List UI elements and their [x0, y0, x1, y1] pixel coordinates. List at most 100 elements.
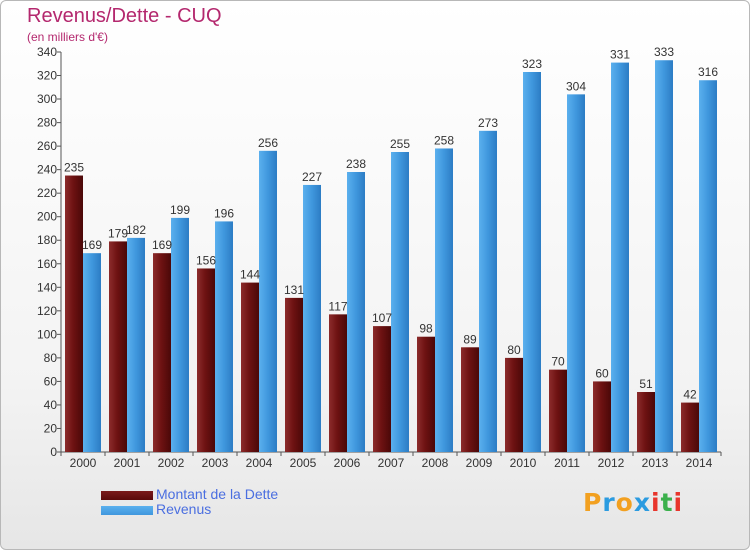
x-tick-label: 2008	[422, 456, 449, 470]
legend-label-revenus: Revenus	[156, 501, 212, 517]
data-label: 117	[328, 299, 347, 313]
data-label: 238	[346, 157, 366, 171]
y-tick-label: 120	[37, 304, 57, 318]
y-tick-label: 240	[37, 163, 57, 177]
y-tick-label: 340	[37, 45, 57, 59]
bar-revenus	[127, 237, 145, 452]
bar-dette	[461, 347, 479, 452]
bar-revenus	[303, 184, 321, 453]
x-tick-label: 2005	[290, 456, 317, 470]
x-tick-label: 2012	[598, 456, 625, 470]
data-label: 227	[302, 170, 322, 184]
data-label: 331	[610, 48, 630, 62]
data-label: 98	[419, 322, 433, 336]
data-label: 169	[152, 238, 172, 252]
bar-revenus	[259, 150, 277, 452]
data-label: 156	[196, 253, 216, 267]
x-tick-label: 2000	[70, 456, 97, 470]
y-tick-label: 20	[44, 421, 58, 435]
y-tick-label: 40	[44, 398, 58, 412]
data-label: 144	[240, 268, 260, 282]
bar-revenus	[215, 221, 233, 452]
data-label: 273	[478, 116, 498, 130]
bar-dette	[65, 175, 83, 452]
x-tick-label: 2010	[510, 456, 537, 470]
bar-revenus	[611, 62, 629, 453]
data-label: 70	[551, 355, 565, 369]
bar-dette	[549, 369, 567, 452]
y-tick-label: 260	[37, 139, 57, 153]
y-tick-label: 100	[37, 327, 57, 341]
logo-letter: x	[633, 488, 651, 517]
data-label: 323	[522, 57, 542, 71]
bar-revenus	[655, 60, 673, 453]
bar-dette	[153, 253, 171, 452]
data-label: 235	[64, 161, 84, 175]
legend-label-dette: Montant de la Dette	[156, 486, 279, 502]
logo-letter: P	[583, 488, 603, 517]
data-label: 196	[214, 206, 234, 220]
bar-revenus	[347, 172, 365, 452]
data-label: 60	[595, 366, 609, 380]
y-tick-label: 0	[50, 445, 57, 459]
x-tick-label: 2014	[686, 456, 713, 470]
x-tick-label: 2001	[114, 456, 141, 470]
bar-revenus	[699, 80, 717, 452]
y-tick-label: 160	[37, 257, 57, 271]
proxiti-logo: Proxiti	[583, 488, 683, 517]
y-tick-label: 220	[37, 186, 57, 200]
bar-dette	[637, 392, 655, 452]
bar-dette	[197, 268, 215, 452]
data-label: 256	[258, 136, 278, 150]
chart-bars	[65, 60, 717, 453]
data-label: 258	[434, 133, 454, 147]
bar-revenus	[435, 148, 453, 452]
data-label: 182	[126, 223, 146, 237]
bar-revenus	[567, 94, 585, 453]
y-tick-label: 80	[44, 351, 58, 365]
legend-swatch-dette	[101, 491, 153, 500]
data-label: 333	[654, 45, 674, 59]
logo-letter: o	[615, 488, 634, 517]
data-label: 179	[108, 226, 128, 240]
bar-dette	[241, 282, 259, 452]
bar-dette	[329, 314, 347, 452]
x-tick-label: 2007	[378, 456, 405, 470]
bar-dette	[109, 241, 127, 452]
logo-letter: i	[651, 488, 661, 517]
x-tick-label: 2002	[158, 456, 185, 470]
bar-revenus	[391, 152, 409, 452]
data-label: 89	[463, 332, 477, 346]
y-tick-label: 60	[44, 374, 58, 388]
bar-dette	[285, 297, 303, 452]
bar-dette	[373, 326, 391, 452]
y-tick-label: 140	[37, 280, 57, 294]
data-label: 107	[372, 311, 392, 325]
data-label: 51	[639, 377, 653, 391]
chart-title: Revenus/Dette - CUQ	[27, 5, 222, 27]
data-label: 169	[82, 238, 102, 252]
logo-letter: t	[660, 488, 674, 517]
bar-dette	[505, 357, 523, 452]
y-tick-label: 300	[37, 92, 57, 106]
bar-revenus	[83, 253, 101, 452]
data-label: 42	[683, 388, 697, 402]
y-tick-label: 200	[37, 210, 57, 224]
x-tick-label: 2003	[202, 456, 229, 470]
x-tick-label: 2006	[334, 456, 361, 470]
y-tick-label: 320	[37, 69, 57, 83]
data-label: 131	[284, 283, 304, 297]
data-label: 304	[566, 79, 586, 93]
data-label: 199	[170, 203, 190, 217]
data-label: 255	[390, 137, 410, 151]
x-tick-label: 2011	[554, 456, 580, 470]
logo-letter: i	[673, 488, 684, 517]
logo-letter: r	[602, 488, 616, 517]
bar-revenus	[523, 72, 541, 452]
data-label: 316	[698, 65, 718, 79]
bar-revenus	[171, 217, 189, 452]
x-tick-label: 2004	[246, 456, 273, 470]
